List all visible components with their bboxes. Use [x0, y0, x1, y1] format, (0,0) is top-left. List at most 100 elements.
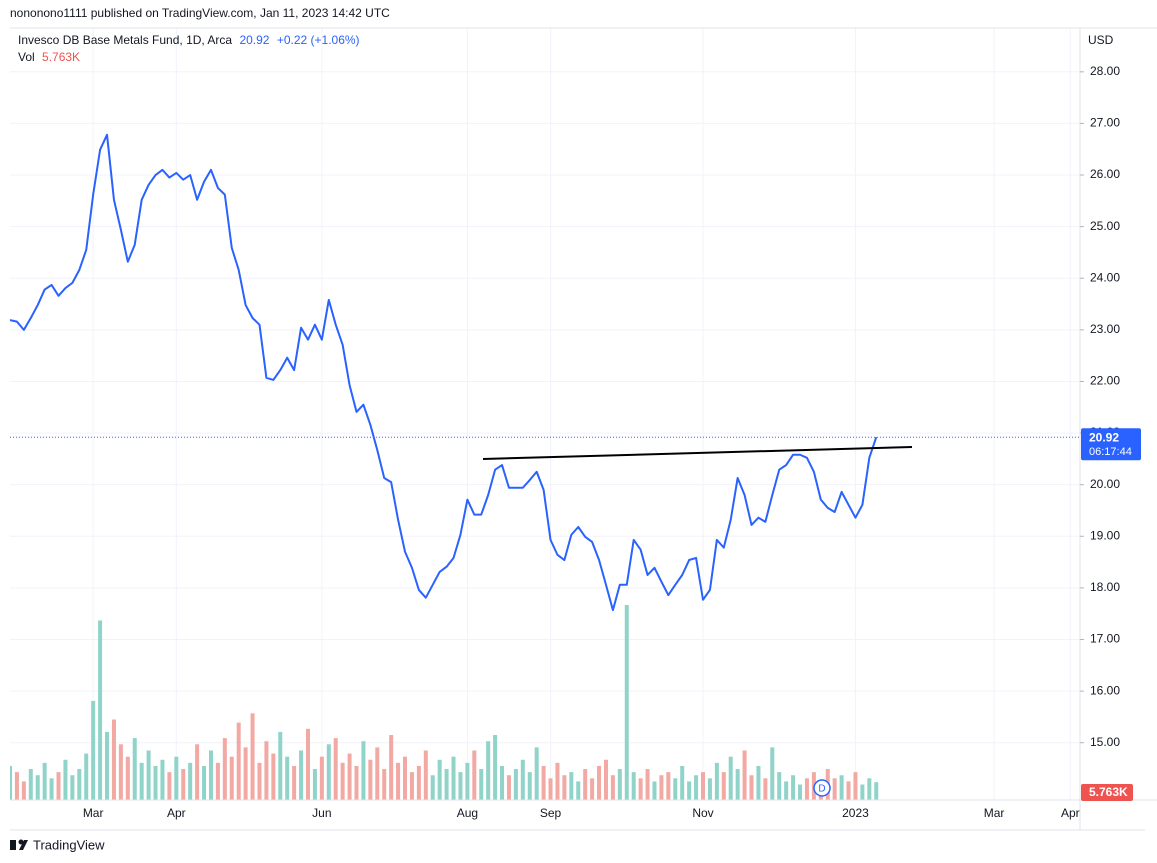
last-price-label: 20.92 [1089, 430, 1119, 444]
volume-bar [229, 756, 234, 800]
x-tick-label: Aug [457, 806, 478, 820]
volume-bar [513, 769, 518, 800]
volume-bar [666, 772, 671, 800]
volume-bar [111, 719, 116, 800]
volume-bar [603, 759, 608, 800]
volume-bar [222, 738, 227, 800]
volume-bar [368, 759, 373, 800]
volume-bar [174, 756, 179, 800]
volume-bar [125, 756, 130, 800]
currency: USD [1088, 33, 1114, 47]
y-tick-label: 17.00 [1090, 632, 1120, 646]
volume-bar [721, 772, 726, 800]
volume-bar [153, 765, 158, 800]
volume-bar [278, 731, 283, 800]
volume-bar [437, 759, 442, 800]
volume-bar [444, 769, 449, 800]
volume-bar [714, 762, 719, 800]
volume-bar [548, 778, 553, 800]
volume-bar [486, 741, 491, 800]
volume-bar [597, 765, 602, 800]
volume-bar [84, 753, 89, 800]
volume-bar [181, 769, 186, 800]
volume-bar [839, 775, 844, 800]
volume-bar [77, 769, 82, 800]
volume-bar [645, 769, 650, 800]
volume-pane [10, 605, 879, 800]
volume-bar [728, 756, 733, 800]
y-tick-label: 15.00 [1090, 735, 1120, 749]
volume-bar [292, 765, 297, 800]
volume-bar [673, 778, 678, 800]
volume-bar [167, 772, 172, 800]
volume-bar [195, 744, 200, 800]
volume-bar [770, 747, 775, 800]
volume-bar [416, 765, 421, 800]
volume-bar [694, 775, 699, 800]
volume-bar [804, 778, 809, 800]
countdown-label: 06:17:44 [1089, 446, 1132, 458]
volume-bar [562, 775, 567, 800]
volume-bar [63, 759, 68, 800]
header: nononono1111 published on TradingView.co… [10, 6, 390, 20]
legend-close: 20.92 [239, 33, 269, 47]
volume-bar [271, 753, 276, 800]
y-tick-label: 22.00 [1090, 374, 1120, 388]
volume-bar [791, 775, 796, 800]
volume-bar [458, 772, 463, 800]
volume-bar [687, 781, 692, 800]
grid [10, 28, 1080, 800]
x-tick-label: 2023 [842, 806, 869, 820]
volume-bar [680, 765, 685, 800]
volume-bar [493, 735, 498, 800]
volume-bar [555, 762, 560, 800]
volume-bar [21, 781, 26, 800]
y-tick-label: 18.00 [1090, 580, 1120, 594]
volume-bar [631, 772, 636, 800]
volume-bar [506, 775, 511, 800]
volume-bar [340, 762, 345, 800]
volume-bar [707, 778, 712, 800]
y-tick-label: 27.00 [1090, 116, 1120, 130]
volume-bar [236, 722, 241, 800]
x-tick-label: Mar [984, 806, 1005, 820]
volume-bar [264, 741, 269, 800]
volume-bar [749, 775, 754, 800]
volume-bar [118, 744, 123, 800]
volume-bar [299, 750, 304, 800]
volume-bar [319, 756, 324, 800]
volume-bar [188, 762, 193, 800]
volume-bar [832, 778, 837, 800]
volume-bar [701, 772, 705, 800]
volume-bar [617, 769, 622, 800]
volume-bar [590, 778, 595, 800]
x-tick-label: Mar [83, 806, 104, 820]
volume-bar [382, 769, 387, 800]
volume-bar [777, 772, 782, 800]
volume-bar [361, 741, 366, 800]
volume-bar [756, 765, 761, 800]
x-axis: Mar Apr Jun Aug Sep Nov 2023 Mar Apr [83, 806, 1080, 820]
volume-box [1081, 784, 1133, 801]
y-tick-label: 24.00 [1090, 270, 1120, 284]
vol-value: 5.763K [42, 50, 80, 64]
x-tick-label: Sep [540, 806, 562, 820]
volume-bar [333, 738, 338, 800]
volume-bar [14, 772, 19, 800]
y-tick-label: 26.00 [1090, 167, 1120, 181]
volume-bar [423, 750, 428, 800]
volume-bar [202, 765, 207, 800]
y-tick-label: 23.00 [1090, 322, 1120, 336]
y-tick-label: 20.00 [1090, 477, 1120, 491]
volume-bar [451, 756, 456, 800]
legend-row: Invesco DB Base Metals Fund, 1D, Arca 20… [18, 33, 360, 47]
volume-bar [305, 728, 310, 800]
volume-bar [326, 744, 331, 800]
y-tick-label: 25.00 [1090, 219, 1120, 233]
volume-bar [610, 775, 615, 800]
volume-bar [465, 762, 470, 800]
volume-bar [638, 778, 643, 800]
volume-bar [583, 769, 588, 800]
